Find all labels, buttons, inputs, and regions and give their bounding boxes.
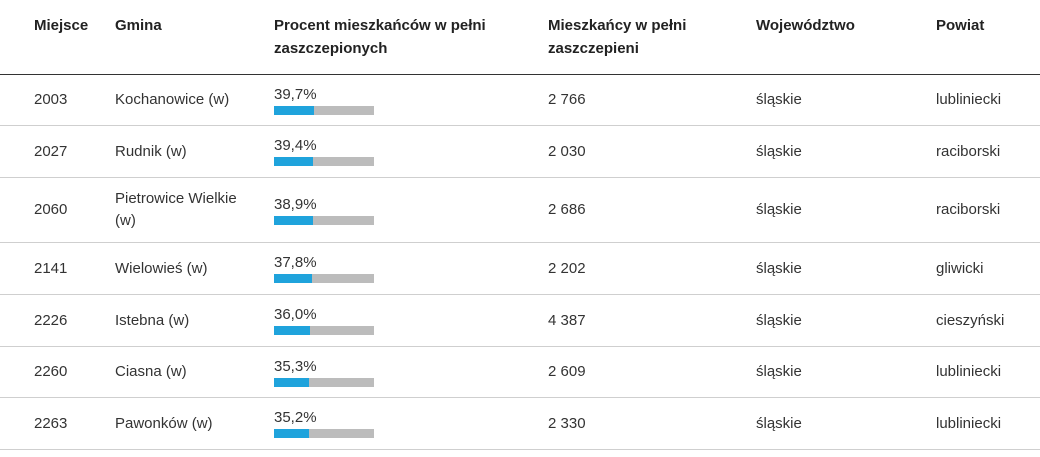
percent-text: 38,9% — [274, 195, 317, 213]
county-cell: lubliniecki — [936, 363, 1002, 380]
gmina-cell: Ciasna (w) — [115, 363, 187, 380]
percent-bar — [274, 215, 374, 225]
percent-bar — [274, 377, 374, 387]
percent-bar-fill — [274, 215, 313, 225]
column-header-gmina[interactable]: Gmina — [115, 17, 162, 34]
column-header-count[interactable]: Mieszkańcy w pełni zaszczepieni — [548, 17, 687, 57]
percent-bar — [274, 429, 374, 438]
percent-bar — [274, 326, 374, 335]
voivodeship-cell: śląskie — [756, 414, 802, 432]
county-cell: gliwicki — [936, 259, 984, 277]
percent-bar-fill — [274, 429, 310, 438]
table-row: 2141 Wielowieś (w) 37,8% 2 202 śląskie g… — [0, 243, 1040, 295]
rank-cell: 2003 — [34, 91, 68, 108]
count-cell: 2 609 — [548, 363, 586, 380]
table-row: 2027 Rudnik (w) 39,4% 2 030 śląskie raci… — [0, 126, 1040, 178]
column-header-voivodeship[interactable]: Województwo — [756, 17, 855, 34]
county-cell: lubliniecki — [936, 91, 1002, 108]
table-row: 2260 Ciasna (w) 35,3% 2 609 śląskie lubl… — [0, 347, 1040, 398]
county-cell: cieszyński — [936, 311, 1005, 329]
rank-cell: 2260 — [34, 363, 68, 380]
voivodeship-cell: śląskie — [756, 311, 802, 329]
table-row: 2263 Pawonków (w) 35,2% 2 330 śląskie lu… — [0, 398, 1040, 450]
gmina-cell: Rudnik (w) — [115, 142, 187, 160]
column-header-percent[interactable]: Procent mieszkańców w pełni zaszczepiony… — [274, 17, 486, 57]
gmina-cell: Kochanowice (w) — [115, 91, 230, 108]
percent-text: 39,7% — [274, 85, 317, 103]
column-header-county[interactable]: Powiat — [936, 17, 985, 34]
table-row: 2060 Pietrowice Wielkie (w) 38,9% 2 686 … — [0, 178, 1040, 243]
rank-cell: 2263 — [34, 414, 68, 432]
percent-cell: 37,8% — [274, 243, 534, 294]
count-cell: 2 766 — [548, 91, 586, 108]
percent-text: 35,3% — [274, 357, 317, 375]
count-cell: 2 202 — [548, 259, 586, 277]
percent-cell: 35,3% — [274, 347, 534, 397]
rank-cell: 2226 — [34, 311, 68, 329]
count-cell: 2 030 — [548, 142, 586, 160]
percent-cell: 39,7% — [274, 75, 534, 125]
percent-bar-fill — [274, 105, 314, 115]
table-header: Miejsce Gmina Procent mieszkańców w pełn… — [0, 0, 1040, 75]
percent-bar-fill — [274, 274, 312, 283]
voivodeship-cell: śląskie — [756, 91, 802, 108]
voivodeship-cell: śląskie — [756, 363, 802, 380]
gmina-cell: Pietrowice Wielkie (w) — [115, 190, 237, 229]
county-cell: lubliniecki — [936, 414, 1002, 432]
gmina-cell: Wielowieś (w) — [115, 259, 208, 277]
county-cell: raciborski — [936, 201, 1001, 218]
gmina-cell: Istebna (w) — [115, 311, 190, 329]
percent-text: 35,2% — [274, 409, 317, 426]
percent-bar — [274, 105, 374, 115]
percent-cell: 39,4% — [274, 126, 534, 177]
percent-bar-fill — [274, 377, 310, 387]
percent-cell: 36,0% — [274, 295, 534, 346]
column-header-rank[interactable]: Miejsce — [34, 17, 89, 34]
count-cell: 2 686 — [548, 201, 586, 218]
count-cell: 2 330 — [548, 414, 586, 432]
table-row: 2226 Istebna (w) 36,0% 4 387 śląskie cie… — [0, 295, 1040, 347]
percent-cell: 35,2% — [274, 398, 534, 449]
percent-cell: 38,9% — [274, 178, 534, 242]
voivodeship-cell: śląskie — [756, 201, 802, 218]
gmina-cell: Pawonków (w) — [115, 414, 213, 432]
rank-cell: 2141 — [34, 259, 68, 277]
table-row: 2003 Kochanowice (w) 39,7% 2 766 śląskie… — [0, 75, 1040, 126]
county-cell: raciborski — [936, 142, 1001, 160]
percent-bar — [274, 274, 374, 283]
rank-cell: 2027 — [34, 142, 68, 160]
rank-cell: 2060 — [34, 201, 68, 218]
percent-text: 37,8% — [274, 254, 317, 271]
voivodeship-cell: śląskie — [756, 259, 802, 277]
voivodeship-cell: śląskie — [756, 142, 802, 160]
count-cell: 4 387 — [548, 311, 586, 329]
percent-bar — [274, 157, 374, 166]
percent-text: 36,0% — [274, 306, 317, 323]
percent-bar-fill — [274, 326, 310, 335]
percent-bar-fill — [274, 157, 314, 166]
percent-text: 39,4% — [274, 137, 317, 154]
